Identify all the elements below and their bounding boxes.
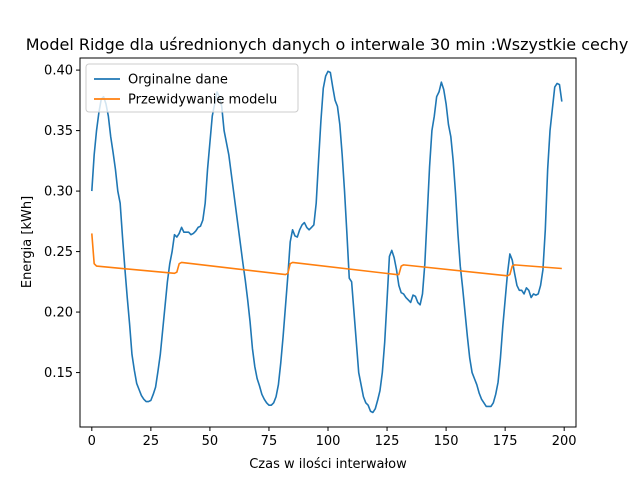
- chart-title: Model Ridge dla uśrednionych danych o in…: [26, 35, 629, 54]
- x-tick-label: 125: [375, 434, 400, 449]
- y-tick-label: 0.30: [44, 185, 73, 200]
- series-layer: [91, 70, 563, 414]
- legend-label: Orginalne dane: [128, 73, 228, 88]
- x-tick-label: 175: [493, 434, 518, 449]
- legend-label: Przewidywanie modelu: [128, 93, 277, 108]
- series-line-model-prediction: [91, 233, 562, 277]
- legend: Orginalne dane Przewidywanie modelu: [85, 63, 299, 113]
- x-tick-label: 50: [202, 434, 219, 449]
- x-tick-label: 25: [143, 434, 160, 449]
- series-line-original-data: [91, 70, 563, 414]
- x-tick-label: 0: [88, 434, 96, 449]
- x-tick-label: 100: [316, 434, 341, 449]
- x-tick-label: 75: [261, 434, 278, 449]
- y-tick-label: 0.20: [44, 306, 73, 321]
- legend-box: [85, 63, 299, 113]
- y-axis-label: Energia [kWh]: [20, 196, 35, 288]
- y-tick-label: 0.35: [44, 124, 73, 139]
- x-tick-label: 200: [552, 434, 577, 449]
- x-tick-label: 150: [434, 434, 459, 449]
- x-axis-label: Czas w ilości interwałow: [249, 457, 407, 472]
- y-tick-label: 0.40: [44, 64, 73, 79]
- ticks-layer: 0 25 50 75 100 125 150 175 200 0.15 0.20 0.25 0.30 0.…: [44, 64, 577, 449]
- y-tick-label: 0.15: [44, 366, 73, 381]
- y-tick-label: 0.25: [44, 245, 73, 260]
